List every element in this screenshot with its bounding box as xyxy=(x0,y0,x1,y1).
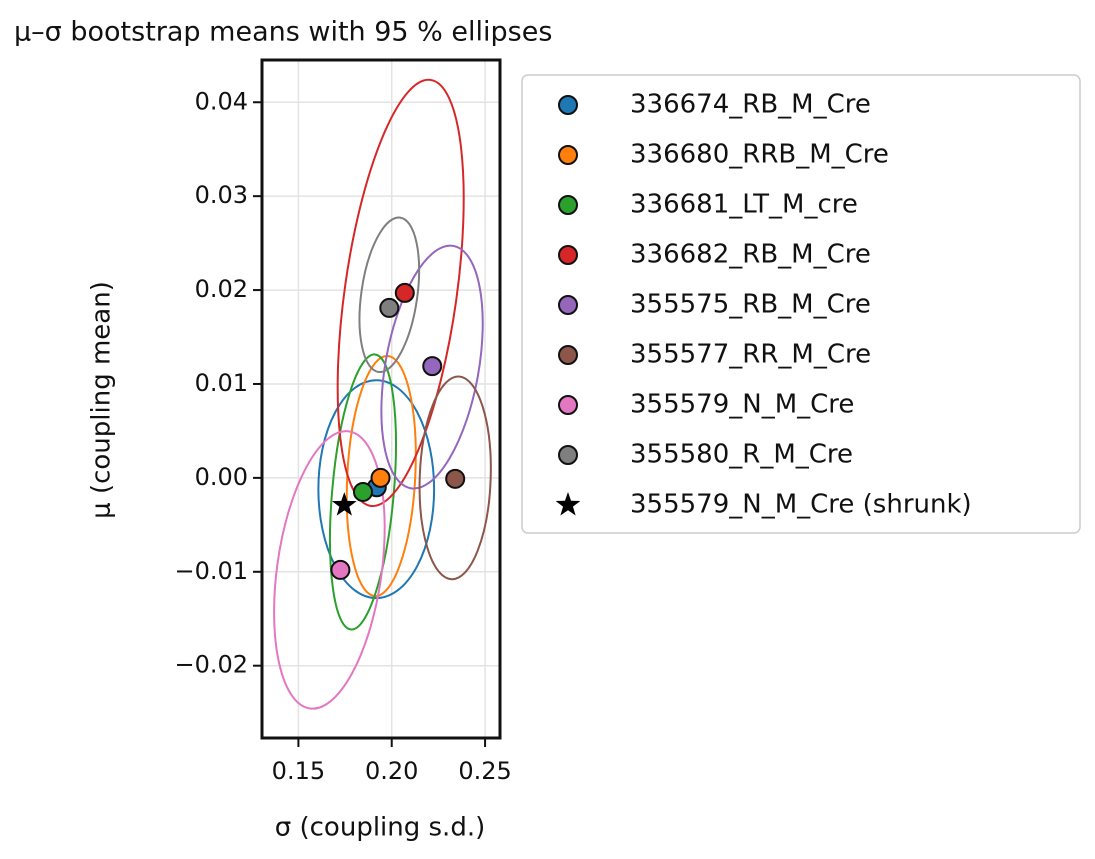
legend-marker xyxy=(558,145,578,165)
point xyxy=(370,467,391,488)
point xyxy=(379,297,400,318)
legend-marker xyxy=(558,95,578,115)
y-tick-label: −0.01 xyxy=(174,557,248,585)
confidence-ellipse xyxy=(358,216,421,374)
legend-marker xyxy=(558,195,578,215)
chart-title: μ–σ bootstrap means with 95 % ellipses xyxy=(14,17,552,48)
legend-marker xyxy=(558,395,578,415)
confidence-ellipse xyxy=(418,375,492,581)
x-tick-label: 0.20 xyxy=(365,757,418,785)
confidence-ellipse xyxy=(380,244,484,490)
y-tick-label: 0.03 xyxy=(195,181,248,209)
plot-frame xyxy=(260,58,502,740)
x-tick-label: 0.25 xyxy=(458,757,511,785)
point xyxy=(445,468,466,489)
legend-box xyxy=(521,74,1081,534)
point xyxy=(422,356,443,377)
confidence-ellipse xyxy=(336,78,465,507)
confidence-ellipse xyxy=(317,379,436,600)
legend-marker xyxy=(558,245,578,265)
legend-label: 355575_RB_M_Cre xyxy=(630,290,871,320)
legend-marker xyxy=(558,445,578,465)
y-axis-label: μ (coupling mean) xyxy=(87,281,117,519)
legend-label: 336680_RRB_M_Cre xyxy=(630,140,889,170)
y-tick-label: −0.02 xyxy=(174,651,248,679)
y-tick-label: 0.01 xyxy=(195,369,248,397)
legend-label: 336682_RB_M_Cre xyxy=(630,240,871,270)
y-tick-label: 0.02 xyxy=(195,275,248,303)
point xyxy=(394,282,415,303)
legend-label: 336674_RB_M_Cre xyxy=(630,90,871,120)
x-tick-label: 0.15 xyxy=(272,757,325,785)
y-tick-label: 0.04 xyxy=(195,87,248,115)
legend-marker xyxy=(558,295,578,315)
legend-label: 355580_R_M_Cre xyxy=(630,440,853,470)
y-tick-label: 0.00 xyxy=(195,463,248,491)
legend-label: 355577_RR_M_Cre xyxy=(630,340,871,370)
legend-label: 355579_N_M_Cre (shrunk) xyxy=(630,490,972,520)
legend-marker xyxy=(558,345,578,365)
legend-label: 336681_LT_M_cre xyxy=(630,190,858,220)
point xyxy=(330,559,351,580)
legend-marker xyxy=(555,492,581,516)
confidence-ellipse xyxy=(273,430,386,710)
x-axis-label: σ (coupling s.d.) xyxy=(275,813,486,843)
legend-label: 355579_N_M_Cre xyxy=(630,390,854,420)
point xyxy=(352,481,373,502)
star-point xyxy=(331,492,357,516)
